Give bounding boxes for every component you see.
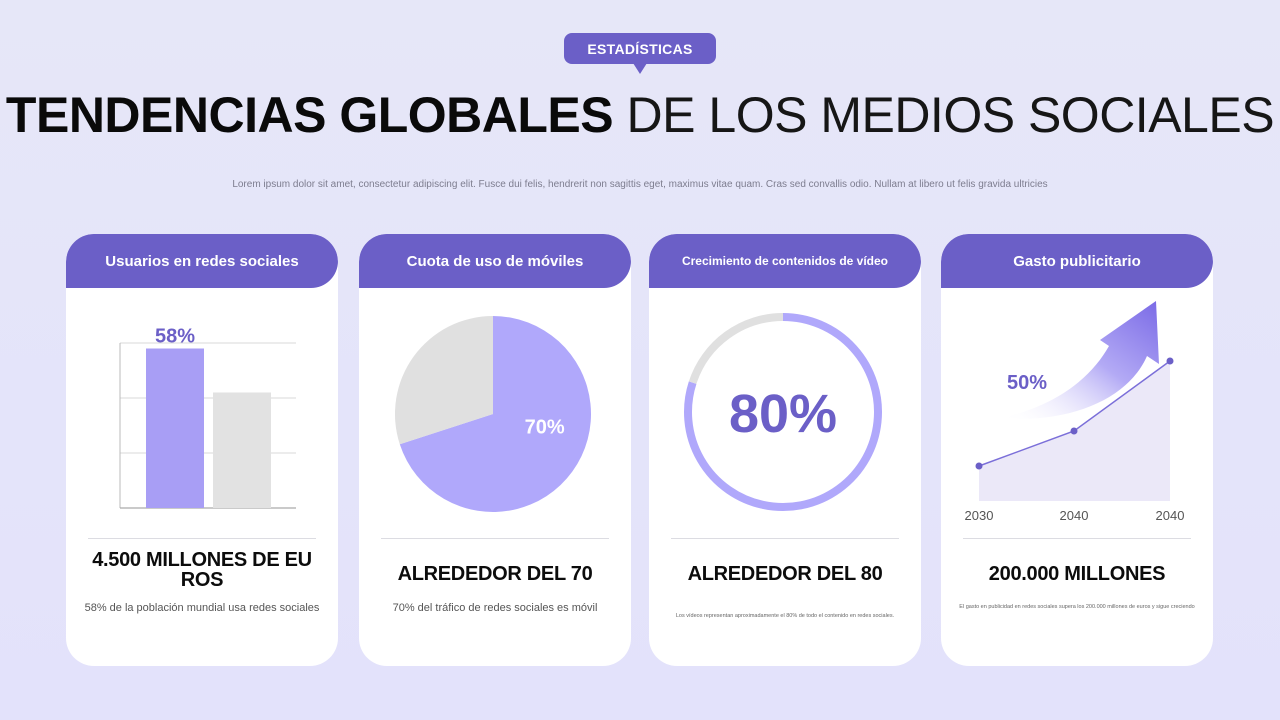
donut-segment [688,313,784,384]
badge-tail [633,63,647,74]
bar [146,348,204,508]
card-divider [88,538,316,539]
donut-segment [684,313,882,511]
bar-chart: 58% [119,326,296,509]
card-divider [671,538,899,539]
page-title: TENDENCIAS GLOBALES DE LOS MEDIOS SOCIAL… [0,84,1280,146]
line-point [975,462,983,470]
card-title: Crecimiento de contenidos de vídeo [649,234,921,288]
card-description: 58% de la población mundial usa redes so… [84,602,320,614]
card-divider [963,538,1191,539]
card-description: 70% del tráfico de redes sociales es móv… [392,602,598,614]
line-point [1166,357,1174,365]
x-tick-label: 2040 [1060,508,1089,523]
card-stat: ALREDEDOR DEL 70 [397,563,593,585]
card-stat: 4.500 MILLONES DE EU ROS [92,549,312,591]
card-video-growth: Crecimiento de contenidos de vídeo 80% A… [649,234,921,666]
growth-arrow-icon [1001,301,1159,419]
pie-slice-label: 70% [525,417,565,439]
x-tick-label: 2030 [965,508,994,523]
pie-slice [399,316,591,512]
donut-center-label: 80% [729,384,837,444]
card-title: Gasto publicitario [941,234,1213,288]
line-point [1070,427,1078,435]
card-title: Usuarios en redes sociales [66,234,338,288]
card-social-users: Usuarios en redes sociales 58% 4.500 MIL… [66,234,338,666]
card-stat: ALREDEDOR DEL 80 [687,563,883,585]
pie-slice [395,316,493,445]
bar-data-label: 58% [155,326,195,348]
card-divider [381,538,609,539]
section-badge: ESTADÍSTICAS [564,33,716,64]
card-title: Cuota de uso de móviles [359,234,631,288]
area-chart: 2030 2040 2040 50% [965,301,1185,523]
bar [213,392,271,508]
card-stat: 200.000 MILLONES [988,563,1166,585]
title-light: DE LOS MEDIOS SOCIALES [626,87,1275,143]
donut-chart: 80% [684,313,882,511]
card-description: El gasto en publicidad en redes sociales… [959,604,1195,610]
page-subtitle: Lorem ipsum dolor sit amet, consectetur … [232,179,1048,190]
pie-chart: 70% [395,316,591,512]
title-bold: TENDENCIAS GLOBALES [5,87,614,143]
card-description: Los vídeos representan aproximadamente e… [675,613,895,619]
card-mobile-share: Cuota de uso de móviles 70% ALREDEDOR DE… [359,234,631,666]
chart-annotation: 50% [1007,372,1047,394]
card-ad-spend: Gasto publicitario 2030 2040 2040 50% 200.0… [941,234,1213,666]
x-tick-label: 2040 [1156,508,1185,523]
